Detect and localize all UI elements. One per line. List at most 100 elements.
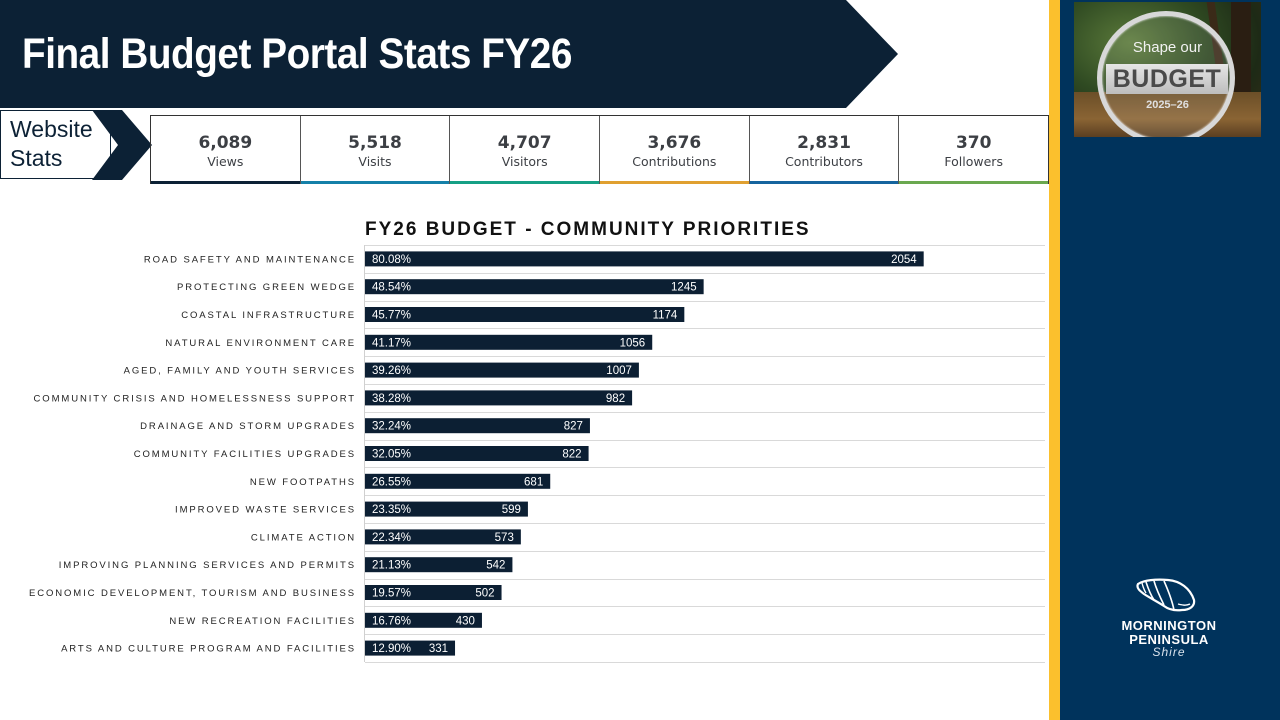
- category-label: ARTS AND CULTURE PROGRAM AND FACILITIES: [61, 644, 356, 655]
- stat-label: Contributors: [785, 153, 863, 169]
- bar-value-label: 542: [486, 560, 505, 572]
- website-stats-label-line1: Website: [10, 116, 93, 142]
- category-label: ECONOMIC DEVELOPMENT, TOURISM AND BUSINE…: [29, 588, 356, 599]
- website-stats-label-box: [0, 110, 152, 180]
- website-stats-label: Website Stats: [10, 115, 110, 173]
- stat-card-followers: 370 Followers: [899, 116, 1049, 184]
- category-label: DRAINAGE AND STORM UPGRADES: [140, 421, 356, 432]
- bar-percent-label: 32.24%: [372, 421, 411, 433]
- stat-card-visitors: 4,707 Visitors: [450, 116, 601, 184]
- bar-value-label: 599: [502, 504, 521, 516]
- category-label: IMPROVED WASTE SERVICES: [175, 505, 356, 516]
- stat-accent-bar: [749, 181, 899, 184]
- bar-value-label: 502: [475, 588, 494, 600]
- bar: [365, 612, 482, 628]
- stat-value: 5,518: [348, 132, 402, 153]
- bar-percent-label: 45.77%: [372, 310, 411, 322]
- bar-value-label: 1056: [620, 337, 646, 349]
- stat-accent-bar: [600, 181, 749, 184]
- bar-value-label: 1174: [653, 310, 678, 322]
- stat-card-visits: 5,518 Visits: [300, 116, 451, 184]
- bar-percent-label: 26.55%: [372, 476, 411, 488]
- stat-label: Contributions: [632, 153, 717, 169]
- bar: [365, 473, 551, 489]
- bar: [365, 446, 589, 461]
- bar-value-label: 1007: [606, 365, 632, 377]
- bar: [365, 279, 704, 295]
- bar: [365, 362, 639, 378]
- shell-icon: [1136, 578, 1196, 612]
- stat-value: 2,831: [797, 132, 851, 153]
- title-banner: Final Budget Portal Stats FY26: [0, 0, 900, 108]
- category-label: NATURAL ENVIRONMENT CARE: [165, 338, 356, 349]
- bar-value-label: 430: [456, 615, 475, 627]
- category-label: AGED, FAMILY AND YOUTH SERVICES: [124, 366, 356, 377]
- category-label: COASTAL INFRASTRUCTURE: [181, 310, 356, 321]
- bar-value-label: 822: [562, 449, 581, 461]
- stat-label: Followers: [944, 153, 1003, 169]
- bar-value-label: 1245: [671, 282, 697, 294]
- bar-percent-label: 22.34%: [372, 532, 411, 544]
- badge-main-text: BUDGET: [1106, 64, 1228, 94]
- logo-text-line2: PENINSULA: [1129, 632, 1209, 647]
- bar-value-label: 2054: [891, 254, 917, 266]
- stat-value: 370: [955, 132, 992, 153]
- stat-card-contributions: 3,676 Contributions: [600, 116, 750, 184]
- bar: [365, 529, 521, 545]
- website-stats-arrow: [0, 110, 152, 180]
- stat-accent-bar: [151, 181, 300, 184]
- bar-percent-label: 38.28%: [372, 393, 411, 405]
- stat-accent-bar: [450, 181, 600, 184]
- bar-percent-label: 23.35%: [372, 504, 411, 516]
- bar: [365, 307, 685, 322]
- bar-value-label: 681: [524, 476, 543, 488]
- badge-top-text: Shape our: [1132, 39, 1203, 56]
- tree-trunk: [1231, 2, 1251, 102]
- page-title: Final Budget Portal Stats FY26: [22, 30, 572, 78]
- stat-accent-bar: [300, 181, 450, 184]
- badge-year-text: 2025–26: [1146, 99, 1189, 111]
- category-label: COMMUNITY CRISIS AND HOMELESSNESS SUPPOR…: [34, 393, 356, 404]
- bar-percent-label: 39.26%: [372, 365, 411, 377]
- category-label: COMMUNITY FACILITIES UPGRADES: [134, 449, 356, 460]
- bar-value-label: 331: [429, 643, 448, 655]
- category-label: CLIMATE ACTION: [251, 532, 356, 543]
- bar-percent-label: 32.05%: [372, 449, 411, 461]
- logo-text-line3: Shire: [1152, 645, 1186, 659]
- logo-text-line1: MORNINGTON: [1121, 618, 1217, 633]
- stat-label: Visits: [358, 153, 392, 169]
- category-label: PROTECTING GREEN WEDGE: [177, 282, 356, 293]
- bar: [365, 418, 590, 434]
- stat-label: Visitors: [501, 153, 548, 169]
- bar-percent-label: 48.54%: [372, 282, 411, 294]
- bar: [365, 334, 653, 350]
- shape-our-budget-image: Shape our BUDGET 2025–26: [1074, 2, 1261, 137]
- bar-value-label: 827: [564, 421, 583, 433]
- website-stats-label-line2: Stats: [10, 145, 63, 171]
- stat-card-contributors: 2,831 Contributors: [749, 116, 900, 184]
- bar-percent-label: 80.08%: [372, 254, 411, 266]
- bar-percent-label: 19.57%: [372, 588, 411, 600]
- bar-percent-label: 12.90%: [372, 643, 411, 655]
- stat-label: Views: [207, 153, 244, 169]
- stat-accent-bar: [899, 181, 1049, 184]
- title-banner-shape: [0, 0, 898, 108]
- bar: [365, 585, 502, 600]
- category-label: NEW FOOTPATHS: [250, 477, 356, 488]
- bar: [365, 501, 528, 517]
- bar-value-label: 982: [606, 393, 625, 405]
- category-label: ROAD SAFETY AND MAINTENANCE: [144, 254, 356, 265]
- priorities-bar-chart: ROAD SAFETY AND MAINTENANCE 80.08% 2054 PRO…: [29, 245, 1045, 663]
- mornington-peninsula-logo: MORNINGTON PENINSULA Shire: [1100, 578, 1240, 662]
- bar-percent-label: 16.76%: [372, 615, 411, 627]
- stat-value: 6,089: [198, 132, 253, 153]
- bar: [365, 640, 456, 656]
- bar-percent-label: 21.13%: [372, 560, 411, 572]
- bar-percent-label: 41.17%: [372, 337, 411, 349]
- chart-title: FY26 BUDGET - COMMUNITY PRIORITIES: [365, 219, 811, 240]
- stats-row: 6,089 Views 5,518 Visits 4,707 Visitors …: [150, 115, 1049, 184]
- bar-value-label: 573: [495, 532, 514, 544]
- bar: [365, 390, 633, 406]
- gold-accent-strip: [1049, 0, 1060, 720]
- stat-value: 3,676: [647, 132, 702, 153]
